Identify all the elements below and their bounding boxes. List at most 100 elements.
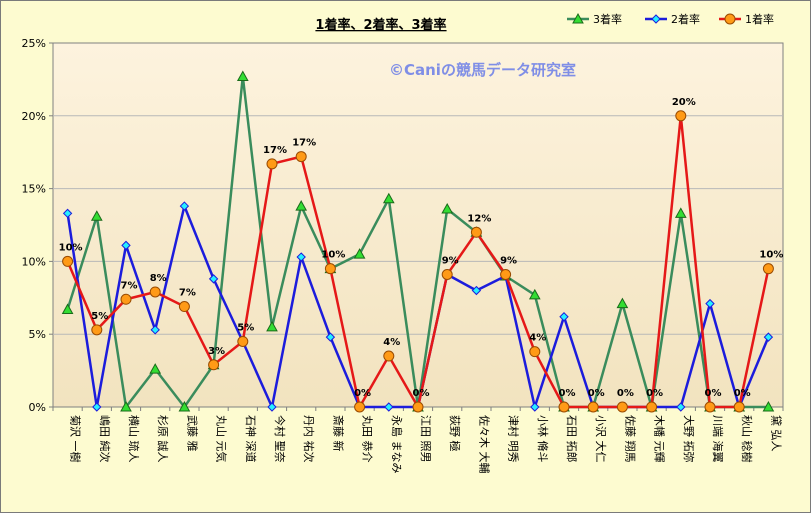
x-tick-label: 荻野 極 <box>448 415 462 452</box>
legend: 3着率 2着率 1着率 <box>567 12 774 26</box>
x-tick-label: 佐々木 大輔 <box>477 415 491 474</box>
x-tick-label: 丸田 恭介 <box>361 415 374 463</box>
x-tick-label: 秋山 稔樹 <box>740 415 754 463</box>
data-point <box>763 332 774 342</box>
data-point <box>528 288 541 300</box>
data-label: 7% <box>179 288 196 299</box>
x-tick-label: 江田 照男 <box>419 415 432 463</box>
data-label: 7% <box>121 280 138 291</box>
data-label: 0% <box>617 388 634 399</box>
data-point <box>470 226 482 238</box>
y-tick-label: 15% <box>22 183 46 196</box>
data-point <box>674 207 687 218</box>
data-point <box>704 401 716 413</box>
chart-title: 1着率、2着率、3着率 <box>315 17 446 33</box>
data-point <box>295 200 308 211</box>
legend-label: 1着率 <box>745 12 774 26</box>
data-point <box>324 263 336 275</box>
data-label: 12% <box>467 213 491 224</box>
data-point <box>441 269 453 281</box>
data-point <box>296 252 306 262</box>
data-label: 9% <box>500 256 517 267</box>
data-point <box>266 158 278 170</box>
x-tick-label: 石神 深道 <box>244 415 258 463</box>
x-axis: 菊沢 一樹 嶋田 純次 横山 琉人 杉原 誠人 武藤 雅 丸山 元気 石神 深道 今村 聖奈 丹… <box>52 407 784 474</box>
data-point <box>178 400 191 412</box>
data-label: 10% <box>321 250 345 261</box>
x-tick-label: 丸山 元気 <box>215 415 229 463</box>
data-point <box>208 274 219 284</box>
data-point <box>325 332 336 342</box>
data-label: 0% <box>588 388 605 399</box>
data-point <box>441 202 454 214</box>
data-point <box>62 208 73 219</box>
x-tick-label: 黛 弘人 <box>769 415 782 452</box>
x-tick-label: 永島 まなみ <box>390 415 404 474</box>
data-point <box>61 303 74 314</box>
x-tick-label: 今村 聖奈 <box>273 415 287 463</box>
data-point <box>266 320 278 332</box>
x-tick-label: 佐藤 翔馬 <box>623 415 637 463</box>
data-label: 20% <box>672 97 696 108</box>
x-tick-label: 石田 拓郎 <box>565 415 579 463</box>
data-point <box>208 359 220 371</box>
data-point <box>676 402 686 412</box>
y-axis: 0% 5% 10% 15% 20% 25% <box>22 37 53 414</box>
data-point <box>382 192 395 204</box>
data-point <box>267 402 277 412</box>
data-point <box>529 346 541 358</box>
data-point <box>616 401 628 413</box>
x-tick-label: 丹内 祐次 <box>302 415 316 463</box>
data-point <box>62 255 74 267</box>
x-tick-label: 木幡 元輝 <box>653 415 667 463</box>
data-label: 0% <box>413 388 430 399</box>
x-tick-label: 菊沢 一樹 <box>69 415 83 463</box>
y-tick-label: 20% <box>22 110 46 123</box>
data-label: 8% <box>150 273 167 284</box>
data-label: 0% <box>354 388 371 399</box>
data-point <box>412 401 424 413</box>
data-point <box>91 324 103 336</box>
data-point <box>295 151 307 163</box>
y-tick-label: 0% <box>29 401 46 414</box>
data-point <box>587 401 599 413</box>
series-3: 10% 5% 7% 8% 7% 3% 5% 17% 17% 10% 0% 4% 0% 9% 12% 9% 4% 0… <box>59 97 783 413</box>
data-label: 4% <box>383 337 400 348</box>
legend-marker <box>651 14 661 24</box>
data-label: 17% <box>263 145 287 156</box>
legend-marker <box>572 12 584 24</box>
data-point <box>90 210 103 221</box>
x-tick-label: 横山 琉人 <box>127 415 141 463</box>
data-point <box>646 401 658 413</box>
y-tick-label: 5% <box>29 328 46 341</box>
x-tick-label: 津村 明秀 <box>507 415 521 462</box>
data-label: 4% <box>529 333 546 344</box>
data-point <box>471 285 482 296</box>
data-point <box>762 400 775 412</box>
data-label: 0% <box>734 388 751 399</box>
legend-label: 3着率 <box>593 12 622 26</box>
x-tick-label: 川端 海翼 <box>711 415 725 463</box>
data-point <box>705 298 715 309</box>
data-point <box>149 363 162 374</box>
data-point <box>178 301 190 313</box>
y-tick-label: 25% <box>22 37 46 50</box>
data-point <box>150 325 160 335</box>
watermark: ©Caniの競馬データ研究室 <box>389 61 576 79</box>
data-label: 10% <box>59 242 83 253</box>
data-point <box>530 402 540 412</box>
data-point <box>559 312 569 322</box>
data-point <box>121 240 131 251</box>
data-point <box>384 402 394 412</box>
data-label: 0% <box>646 388 663 399</box>
data-label: 3% <box>208 346 225 357</box>
data-label: 17% <box>292 138 316 149</box>
data-point <box>616 297 629 309</box>
data-point <box>179 201 190 211</box>
x-tick-label: 嶋田 純次 <box>98 415 112 463</box>
x-tick-label: 武藤 雅 <box>185 415 199 452</box>
data-point <box>236 70 249 81</box>
data-label: 5% <box>91 311 108 322</box>
